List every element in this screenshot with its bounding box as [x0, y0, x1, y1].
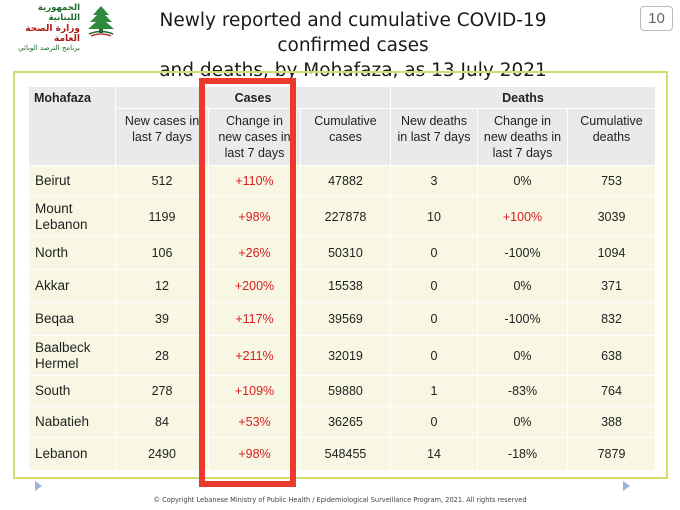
- table-row: South 278 +109% 59880 1 -83% 764: [28, 375, 657, 407]
- row-name: Beqaa: [28, 302, 116, 336]
- row-name: North: [28, 236, 116, 270]
- cell-new-deaths: 10: [390, 196, 478, 237]
- cell-change-cases: +110%: [208, 165, 301, 197]
- cell-cumulative-deaths: 388: [566, 406, 657, 438]
- cell-new-deaths: 1: [390, 375, 478, 407]
- row-name: Baalbeck Hermel: [28, 335, 116, 376]
- header-cumulative-cases: Cumulative cases: [300, 108, 391, 166]
- cell-change-deaths: 0%: [477, 269, 568, 303]
- cell-new-deaths: 0: [390, 236, 478, 270]
- triangle-right-icon: [35, 481, 42, 491]
- header-deaths-group: Deaths: [389, 86, 657, 109]
- header-change-deaths: Change in new deaths in last 7 days: [477, 108, 568, 166]
- header-new-cases: New cases in last 7 days: [115, 108, 209, 166]
- cell-change-cases: +117%: [208, 302, 301, 336]
- cell-cumulative-deaths: 7879: [566, 437, 657, 471]
- header-new-deaths: New deaths in last 7 days: [390, 108, 478, 166]
- cell-change-deaths: -100%: [477, 302, 568, 336]
- header-change-cases: Change in new cases in last 7 days: [208, 108, 301, 166]
- cell-new-deaths: 14: [390, 437, 478, 471]
- cell-cumulative-cases: 39569: [300, 302, 391, 336]
- cell-new-deaths: 0: [390, 269, 478, 303]
- cell-change-deaths: -18%: [477, 437, 568, 471]
- logo-line-2: وزارة الصحة العامة: [25, 23, 80, 44]
- row-name: Beirut: [28, 165, 116, 197]
- triangle-right-icon: [623, 481, 630, 491]
- cell-cumulative-deaths: 832: [566, 302, 657, 336]
- table-header-group-row: Mohafaza Cases Deaths: [28, 86, 657, 166]
- cell-change-deaths: -100%: [477, 236, 568, 270]
- cell-cumulative-cases: 47882: [300, 165, 391, 197]
- cell-new-cases: 1199: [115, 196, 209, 237]
- row-name: Lebanon: [28, 437, 116, 471]
- cell-change-deaths: 0%: [477, 406, 568, 438]
- cell-change-deaths: +100%: [477, 196, 568, 237]
- table-row: North 106 +26% 50310 0 -100% 1094: [28, 236, 657, 270]
- table-frame: [13, 71, 668, 479]
- cell-new-cases: 2490: [115, 437, 209, 471]
- logo-text: الجمهورية اللبنانية وزارة الصحة العامة ب…: [6, 3, 80, 53]
- header-cumulative-deaths: Cumulative deaths: [566, 108, 657, 166]
- cell-new-deaths: 0: [390, 302, 478, 336]
- cell-cumulative-deaths: 638: [566, 335, 657, 376]
- table-row: Beirut 512 +110% 47882 3 0% 753: [28, 165, 657, 197]
- header-mohafaza: Mohafaza: [28, 86, 116, 166]
- header-cases-group: Cases: [115, 86, 391, 109]
- row-name: South: [28, 375, 116, 407]
- cell-new-cases: 84: [115, 406, 209, 438]
- copyright-footer: © Copyright Lebanese Ministry of Public …: [153, 496, 527, 504]
- cell-cumulative-cases: 15538: [300, 269, 391, 303]
- cell-cumulative-cases: 227878: [300, 196, 391, 237]
- cell-cumulative-deaths: 753: [566, 165, 657, 197]
- cell-new-cases: 512: [115, 165, 209, 197]
- table-row: Baalbeck Hermel 28 +211% 32019 0 0% 638: [28, 335, 657, 376]
- table-row: Akkar 12 +200% 15538 0 0% 371: [28, 269, 657, 303]
- cell-cumulative-cases: 36265: [300, 406, 391, 438]
- cell-new-cases: 106: [115, 236, 209, 270]
- table-row: Nabatieh 84 +53% 36265 0 0% 388: [28, 406, 657, 438]
- cell-cumulative-cases: 32019: [300, 335, 391, 376]
- cell-change-cases: +109%: [208, 375, 301, 407]
- title-line-2: and deaths, by Mohafaza, as 13 July 2021: [159, 60, 547, 81]
- cell-change-cases: +53%: [208, 406, 301, 438]
- table-row: Mount Lebanon 1199 +98% 227878 10 +100% …: [28, 196, 657, 237]
- ministry-logo: الجمهورية اللبنانية وزارة الصحة العامة ب…: [6, 3, 118, 52]
- cell-change-cases: +200%: [208, 269, 301, 303]
- cell-cumulative-deaths: 371: [566, 269, 657, 303]
- cell-new-cases: 12: [115, 269, 209, 303]
- page-number: 10: [640, 6, 673, 31]
- table-row: Beqaa 39 +117% 39569 0 -100% 832: [28, 302, 657, 336]
- cell-new-deaths: 0: [390, 406, 478, 438]
- title-line-1: Newly reported and cumulative COVID-19 c…: [159, 10, 547, 56]
- cell-cumulative-cases: 548455: [300, 437, 391, 471]
- table-row: Lebanon 2490 +98% 548455 14 -18% 7879: [28, 437, 657, 471]
- row-name: Akkar: [28, 269, 116, 303]
- covid-table: Mohafaza Cases Deaths New cases in last …: [28, 86, 657, 471]
- logo-line-3: برنامج الترصد الوبائي: [18, 44, 80, 53]
- row-name: Nabatieh: [28, 406, 116, 438]
- cell-change-cases: +211%: [208, 335, 301, 376]
- cell-cumulative-deaths: 764: [566, 375, 657, 407]
- logo-line-1: الجمهورية اللبنانية: [37, 3, 80, 23]
- cell-change-deaths: -83%: [477, 375, 568, 407]
- cell-new-deaths: 3: [390, 165, 478, 197]
- cell-cumulative-deaths: 1094: [566, 236, 657, 270]
- cell-new-deaths: 0: [390, 335, 478, 376]
- row-name: Mount Lebanon: [28, 196, 116, 237]
- page-title: Newly reported and cumulative COVID-19 c…: [118, 8, 588, 83]
- cell-cumulative-deaths: 3039: [566, 196, 657, 237]
- cases-change-highlight: [199, 78, 296, 487]
- cedar-tree-icon: [88, 6, 114, 37]
- cell-new-cases: 28: [115, 335, 209, 376]
- table-header-row: New cases in last 7 days Change in new c…: [29, 108, 657, 166]
- cell-new-cases: 278: [115, 375, 209, 407]
- cell-new-cases: 39: [115, 302, 209, 336]
- cell-cumulative-cases: 59880: [300, 375, 391, 407]
- cell-cumulative-cases: 50310: [300, 236, 391, 270]
- cell-change-deaths: 0%: [477, 335, 568, 376]
- cell-change-cases: +98%: [208, 437, 301, 471]
- cell-change-deaths: 0%: [477, 165, 568, 197]
